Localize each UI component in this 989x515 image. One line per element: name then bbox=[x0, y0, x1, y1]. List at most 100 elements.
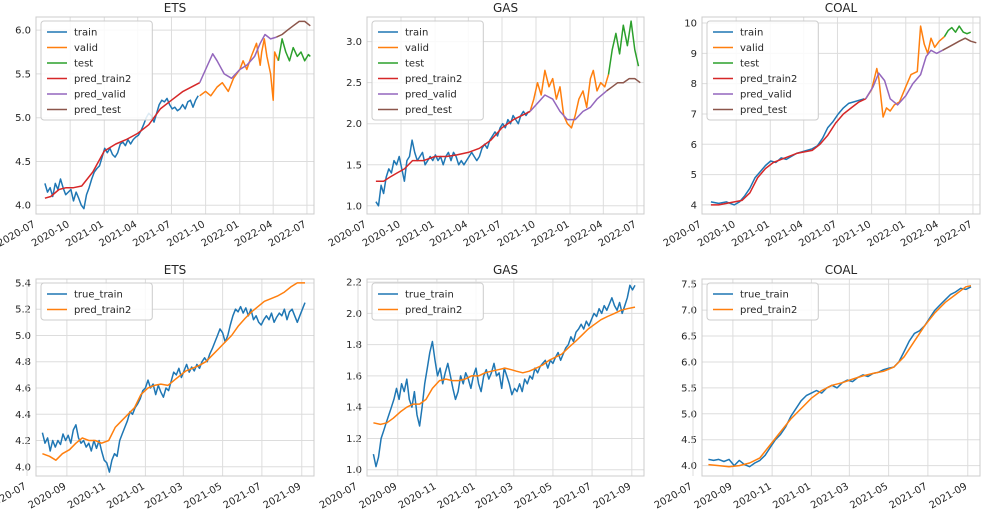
x-tick-label: 2021-05 bbox=[513, 481, 555, 511]
y-tick-label: 3.0 bbox=[346, 37, 362, 48]
series-line-pred-valid bbox=[529, 90, 608, 121]
x-tick-label: 2021-07 bbox=[888, 481, 930, 511]
y-tick-label: 1.4 bbox=[346, 403, 362, 414]
chart-panel-3: 456789102020-072020-102021-012021-042021… bbox=[662, 1, 981, 249]
y-tick-label: 9 bbox=[691, 49, 697, 60]
y-tick-label: 6.0 bbox=[681, 357, 697, 368]
x-tick-label: 2020-07 bbox=[653, 481, 695, 511]
legend-box bbox=[40, 282, 153, 321]
legend-label: pred_test bbox=[740, 105, 787, 116]
legend: train valid test pred_train2 pred_valid pred_… bbox=[706, 20, 819, 121]
series-line-valid bbox=[529, 69, 610, 129]
x-tick-label: 2020-07 bbox=[662, 219, 704, 249]
legend-label: pred_train2 bbox=[74, 74, 131, 85]
x-tick-label: 2020-09 bbox=[358, 481, 400, 511]
y-tick-label: 4.2 bbox=[15, 436, 31, 447]
y-tick-label: 4.4 bbox=[15, 410, 31, 421]
y-tick-label: 1.8 bbox=[346, 340, 362, 351]
y-tick-label: 7 bbox=[691, 109, 697, 120]
legend-box bbox=[40, 20, 153, 121]
x-tick-label: 2021-05 bbox=[182, 481, 224, 511]
x-tick-label: 2022-07 bbox=[267, 219, 309, 249]
series-line-pred-train2 bbox=[710, 98, 867, 206]
chart-title: COAL bbox=[825, 1, 858, 15]
legend-label: true_train bbox=[740, 290, 789, 301]
y-tick-label: 4.0 bbox=[15, 462, 31, 473]
x-tick-label: 2020-09 bbox=[27, 481, 69, 511]
y-tick-label: 4.8 bbox=[15, 357, 31, 368]
x-tick-label: 2020-10 bbox=[361, 219, 403, 249]
y-tick-label: 5.4 bbox=[15, 278, 31, 289]
legend: train valid test pred_train2 pred_valid pred_… bbox=[40, 20, 153, 121]
chart-title: ETS bbox=[164, 263, 187, 277]
legend-label: pred_train2 bbox=[74, 305, 131, 316]
x-tick-label: 2021-01 bbox=[436, 481, 478, 511]
chart-title: COAL bbox=[825, 263, 858, 277]
series-line-pred-test bbox=[942, 37, 977, 51]
x-tick-label: 2021-01 bbox=[771, 481, 813, 511]
legend-label: test bbox=[405, 59, 424, 70]
y-tick-label: 7.0 bbox=[681, 306, 697, 317]
legend-label: pred_valid bbox=[74, 90, 126, 101]
chart-panel-5: 1.0 1.2 1.4 1.6 1.8 2.0 2.2 2020-072020-092020-… bbox=[318, 263, 645, 511]
series-line-pred-valid bbox=[199, 33, 277, 84]
x-tick-label: 2020-07 bbox=[0, 481, 28, 511]
x-tick-label: 2020-11 bbox=[732, 481, 774, 511]
legend: true_train pred_train2 bbox=[40, 282, 153, 321]
y-tick-label: 6 bbox=[691, 140, 697, 151]
y-tick-label: 5.2 bbox=[15, 305, 31, 316]
y-tick-label: 5.0 bbox=[681, 409, 697, 420]
legend-label: train bbox=[74, 28, 97, 39]
series-line-test bbox=[943, 25, 971, 38]
x-tick-label: 2020-07 bbox=[318, 481, 360, 511]
legend-label: pred_train2 bbox=[405, 74, 462, 85]
legend-label: test bbox=[740, 59, 759, 70]
chart-panel-6: 4.04.55.05.56.06.57.07.52020-072020-0920… bbox=[653, 263, 981, 511]
x-tick-label: 2022-04 bbox=[899, 219, 941, 249]
x-tick-label: 2021-10 bbox=[165, 219, 207, 249]
series-line-pred-train2 bbox=[42, 282, 305, 461]
series-line-train bbox=[375, 110, 530, 207]
y-tick-label: 5 bbox=[691, 170, 697, 181]
x-tick-label: 2020-11 bbox=[397, 481, 439, 511]
y-tick-label: 1.0 bbox=[346, 201, 362, 212]
series-line-pred-valid bbox=[865, 49, 943, 106]
legend-label: train bbox=[405, 28, 428, 39]
x-tick-label: 2021-07 bbox=[552, 481, 594, 511]
x-tick-label: 2021-03 bbox=[474, 481, 516, 511]
legend-label: pred_train2 bbox=[740, 305, 797, 316]
series-line-pred-test bbox=[606, 77, 641, 92]
y-tick-label: 4.5 bbox=[15, 157, 31, 168]
x-tick-label: 2022-04 bbox=[233, 219, 275, 249]
x-tick-label: 2021-09 bbox=[928, 481, 970, 511]
x-tick-label: 2021-05 bbox=[848, 481, 890, 511]
y-tick-label: 2.0 bbox=[346, 119, 362, 130]
x-tick-label: 2021-10 bbox=[496, 219, 538, 249]
x-tick-label: 2020-11 bbox=[66, 481, 108, 511]
y-tick-label: 1.6 bbox=[346, 371, 362, 382]
legend-label: pred_valid bbox=[405, 90, 457, 101]
legend-label: pred_train2 bbox=[740, 74, 797, 85]
legend: train valid test pred_train2 pred_valid pred_… bbox=[371, 20, 484, 121]
y-tick-label: 7.5 bbox=[681, 280, 697, 291]
y-tick-label: 4 bbox=[691, 200, 697, 211]
y-tick-label: 4.0 bbox=[15, 201, 31, 212]
x-tick-label: 2021-03 bbox=[143, 481, 185, 511]
legend-box bbox=[371, 282, 484, 321]
legend-box bbox=[371, 20, 484, 121]
x-tick-label: 2022-07 bbox=[597, 219, 639, 249]
y-tick-label: 2.0 bbox=[346, 309, 362, 320]
y-tick-label: 4.5 bbox=[681, 435, 697, 446]
legend: true_train pred_train2 bbox=[706, 282, 819, 321]
x-tick-label: 2020-07 bbox=[327, 219, 369, 249]
x-tick-label: 2022-07 bbox=[933, 219, 975, 249]
plot-frame bbox=[366, 278, 645, 477]
plot-frame bbox=[35, 16, 315, 215]
x-tick-label: 2021-01 bbox=[105, 481, 147, 511]
series-line-pred-test bbox=[276, 20, 311, 38]
y-tick-label: 1.0 bbox=[346, 465, 362, 476]
y-tick-label: 5.0 bbox=[15, 113, 31, 124]
chart-title: GAS bbox=[493, 1, 518, 15]
chart-title: ETS bbox=[164, 1, 187, 15]
y-tick-label: 1.5 bbox=[346, 160, 362, 171]
